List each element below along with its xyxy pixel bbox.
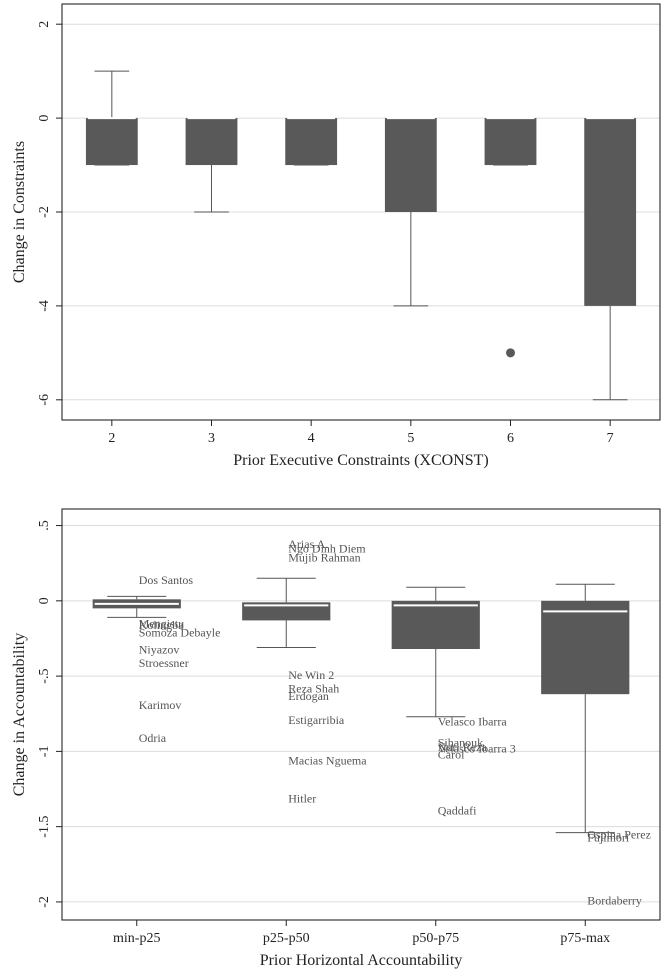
y-axis-title: Change in Constraints (11, 141, 28, 283)
box (541, 600, 630, 695)
outlier-label: Stroessner (139, 656, 189, 670)
outlier-label: Karimov (139, 698, 182, 712)
outlier-label: Kolingba (139, 618, 184, 632)
box (584, 118, 637, 306)
outlier-label: Macias Nguema (288, 754, 367, 768)
outlier-label: Carol (438, 748, 465, 762)
x-tick-label: 5 (407, 431, 414, 446)
outlier-label: Mujib Rahman (288, 550, 360, 564)
box (242, 602, 331, 621)
box (484, 118, 537, 166)
outlier-label: Reza Shah (288, 681, 339, 695)
outlier (506, 348, 515, 358)
y-tick-label: -1.5 (37, 816, 52, 838)
plot-frame (61, 3, 661, 421)
x-tick-label: 4 (308, 431, 315, 446)
outlier-label: Velasco Ibarra 3 (438, 742, 516, 756)
y-tick-label: 0 (37, 115, 52, 122)
x-axis-title: Prior Horizontal Accountability (260, 952, 463, 969)
outlier-label: Nuri Reza (438, 740, 488, 754)
x-tick-label: p50-p75 (412, 931, 459, 946)
outlier-label: Velasco Ibarra (438, 715, 508, 729)
outlier-label: Bordaberry (587, 894, 642, 908)
outlier-label: Arias A. (288, 537, 328, 551)
y-tick-label: -2 (37, 206, 52, 218)
x-tick-label: p25-p50 (263, 931, 310, 946)
box (384, 118, 437, 212)
plot-frame (61, 508, 661, 921)
outlier-label: Ne Win 2 (288, 668, 334, 682)
y-tick-label: -6 (37, 394, 52, 406)
x-tick-label: min-p25 (113, 931, 160, 946)
outlier-label: Somoza Debayle (139, 626, 221, 640)
outlier-label: Dos Santos (139, 573, 194, 587)
y-tick-label: -4 (37, 300, 52, 312)
outlier-label: Qaddafi (438, 803, 477, 817)
y-tick-label: -1 (37, 746, 52, 758)
outlier-label: Erdogan (288, 689, 329, 703)
x-tick-label: 2 (108, 431, 115, 446)
outlier-label: Sihanouk (438, 736, 483, 750)
outlier-label: Niyazov (139, 642, 180, 656)
outlier-label: Hitler (288, 791, 316, 805)
x-axis-title: Prior Executive Constraints (XCONST) (233, 452, 489, 469)
outlier-label: Mengistu (139, 617, 184, 631)
y-tick-label: 2 (37, 21, 52, 28)
x-tick-label: 3 (208, 431, 215, 446)
y-tick-label: -.5 (37, 669, 52, 684)
y-axis-title: Change in Accountability (11, 633, 28, 797)
x-tick-label: p75-max (560, 931, 610, 946)
box (185, 118, 238, 166)
outlier-label: Fujimori (587, 830, 630, 844)
y-tick-label: .5 (37, 520, 52, 531)
y-tick-label: -2 (37, 896, 52, 908)
outlier-label: Estigarribia (288, 713, 345, 727)
outlier-label: Ospina Perez (587, 827, 651, 841)
outlier-label: Odria (139, 731, 167, 745)
box (391, 600, 480, 650)
outlier-label: Ngo Dinh Diem (288, 541, 366, 555)
x-tick-label: 6 (507, 431, 514, 446)
y-tick-label: 0 (37, 597, 52, 604)
box (285, 118, 338, 166)
box (85, 118, 138, 166)
x-tick-label: 7 (607, 431, 614, 446)
